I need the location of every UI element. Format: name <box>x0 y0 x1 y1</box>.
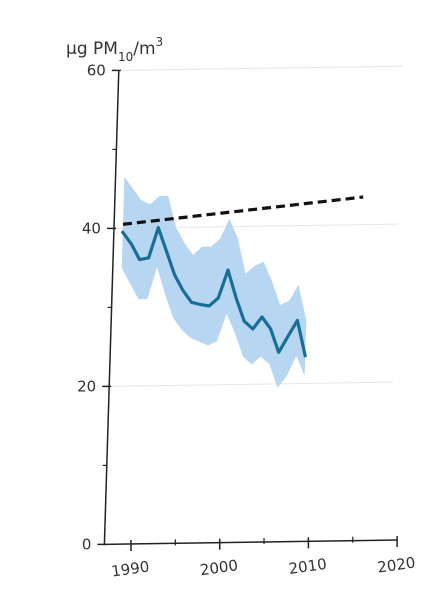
reference-dashed-line <box>122 195 364 226</box>
y-unit-suffix: /m <box>133 39 155 59</box>
series-uncertainty-band <box>121 176 307 388</box>
x-axis-line <box>104 539 398 546</box>
y-unit-subscript: 10 <box>118 50 133 64</box>
series-layer <box>121 226 307 358</box>
x-tick-label: 2020 <box>376 553 416 576</box>
band-layer <box>121 176 307 388</box>
y-tick-label: 60 <box>87 61 106 79</box>
y-gridline <box>118 65 403 71</box>
series-line <box>121 226 307 358</box>
y-unit-superscript: 3 <box>156 35 164 49</box>
x-tick-label: 1990 <box>110 557 150 580</box>
y-axis-unit-label: μg PM10/m3 <box>66 35 163 64</box>
y-unit-prefix: μg PM <box>66 39 118 59</box>
reference-layer <box>122 195 364 226</box>
x-tick-label: 2010 <box>288 555 328 578</box>
x-tick-label: 2000 <box>199 556 239 579</box>
y-tick-label: 20 <box>77 377 96 395</box>
y-gridline <box>109 381 394 387</box>
y-tick-label: 40 <box>82 219 101 237</box>
y-tick-label: 0 <box>82 535 92 553</box>
ticks-layer: 0 20 40 60 1990 2000 2010 2020 <box>77 61 416 580</box>
